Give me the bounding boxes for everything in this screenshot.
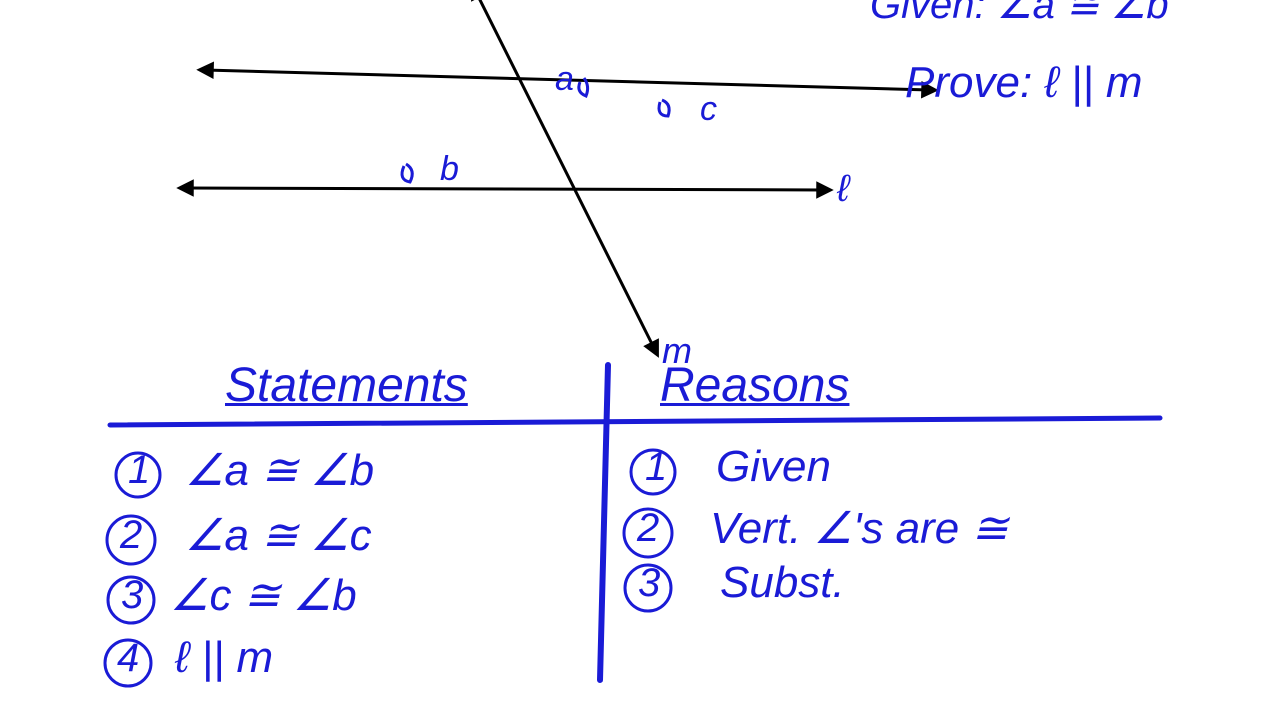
stmt-2-text: ∠a ≅ ∠c <box>185 510 372 561</box>
reason-2-text: Vert. ∠'s are ≅ <box>710 503 1008 554</box>
proof-hline <box>110 418 1160 425</box>
stmt-2-num: 2 <box>120 513 142 558</box>
stmt-1-num: 1 <box>128 448 150 493</box>
stmt-3-num: 3 <box>121 573 143 618</box>
reason-2-num: 2 <box>637 506 659 551</box>
stmt-1-text: ∠a ≅ ∠b <box>185 445 374 496</box>
reason-1-text: Given <box>716 442 831 492</box>
line-label-l: ℓ <box>837 168 849 211</box>
angle-label-c: c <box>700 90 717 129</box>
header-statements: Statements <box>225 358 468 413</box>
header-reasons: Reasons <box>660 358 849 413</box>
angle-label-b: b <box>440 150 459 189</box>
stmt-4-num: 4 <box>117 636 139 681</box>
reason-3-text: Subst. <box>720 558 845 608</box>
angle-mark-b <box>402 164 412 182</box>
angle-label-a: a <box>555 60 574 99</box>
stmt-3-text: ∠c ≅ ∠b <box>170 570 357 621</box>
whiteboard: a b c ℓ m Given: ∠a ≅ ∠b Prove: ℓ || m S… <box>0 0 1280 720</box>
proof-vline <box>600 365 608 680</box>
reason-1-num: 1 <box>645 445 667 490</box>
stmt-4-text: ℓ || m <box>175 633 273 683</box>
prove-text: Prove: ℓ || m <box>905 58 1143 108</box>
given-text: Given: ∠a ≅ ∠b <box>870 0 1169 28</box>
angle-mark-a <box>579 78 588 96</box>
reason-3-num: 3 <box>638 561 660 606</box>
angle-mark-c <box>659 100 669 116</box>
